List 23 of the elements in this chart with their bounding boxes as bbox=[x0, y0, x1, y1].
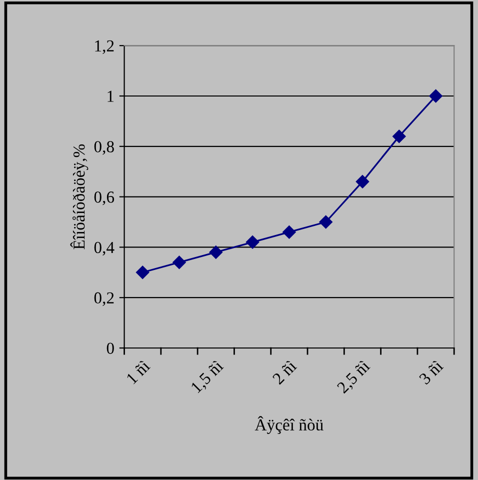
x-tick-label: 3 ñì bbox=[418, 359, 444, 385]
point bbox=[356, 175, 370, 188]
point bbox=[319, 215, 332, 229]
point bbox=[172, 256, 186, 269]
point bbox=[429, 89, 442, 103]
point bbox=[282, 225, 296, 239]
y-tick-label: 1,2 bbox=[95, 40, 114, 54]
x-tick-label: 2,5 ñì bbox=[336, 359, 372, 396]
point bbox=[209, 246, 222, 259]
y-tick-label: 0,8 bbox=[94, 141, 114, 155]
y-tick-label: 1 bbox=[108, 90, 114, 102]
point bbox=[246, 236, 260, 249]
x-tick-label: 2 ñì bbox=[272, 359, 298, 385]
x-tick-label: 1 ñì bbox=[126, 359, 151, 384]
point bbox=[392, 130, 406, 143]
y-tick-label: 0,4 bbox=[94, 242, 114, 256]
x-tick-label: 1,5 ñì bbox=[190, 359, 226, 395]
point bbox=[136, 266, 150, 279]
y-tick-label: 0 bbox=[106, 342, 114, 354]
y-tick-label: 0,6 bbox=[94, 192, 114, 206]
x-axis-title: Âÿçêî ñòü bbox=[254, 416, 324, 434]
y-tick-label: 0,2 bbox=[94, 292, 114, 306]
y-axis-title: Êîíöåíòðàöèÿ,% bbox=[70, 144, 88, 250]
